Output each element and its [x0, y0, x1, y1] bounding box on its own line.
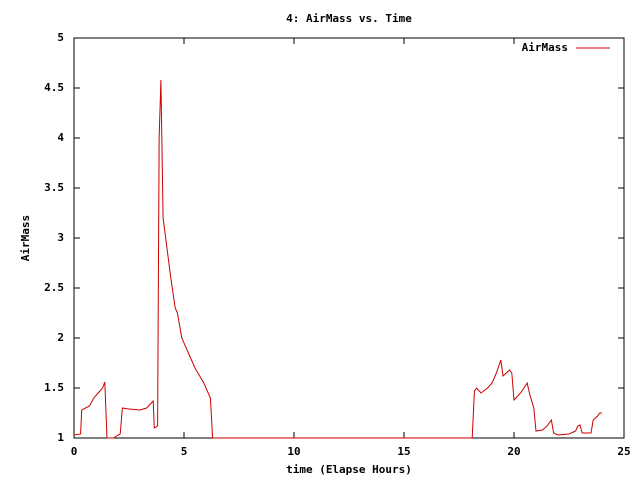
x-tick-label: 20: [507, 445, 520, 458]
x-tick-label: 25: [617, 445, 630, 458]
y-tick-label: 1: [57, 431, 64, 444]
y-tick-label: 2.5: [44, 281, 64, 294]
x-tick-label: 5: [181, 445, 188, 458]
chart-title: 4: AirMass vs. Time: [286, 12, 412, 25]
x-tick-label: 10: [287, 445, 300, 458]
x-tick-label: 15: [397, 445, 410, 458]
y-tick-label: 5: [57, 31, 64, 44]
data-line: [73, 79, 602, 439]
y-tick-label: 4.5: [44, 81, 64, 94]
y-tick-label: 2: [57, 331, 64, 344]
plot-frame: [73, 37, 625, 439]
y-axis-label: AirMass: [19, 215, 32, 261]
y-tick-label: 4: [57, 131, 64, 144]
y-tick-label: 3: [57, 231, 64, 244]
y-tick-label: 1.5: [44, 381, 64, 394]
legend-label: AirMass: [522, 41, 568, 54]
x-tick-label: 0: [71, 445, 78, 458]
x-axis-label: time (Elapse Hours): [286, 463, 412, 476]
y-tick-label: 3.5: [44, 181, 64, 194]
